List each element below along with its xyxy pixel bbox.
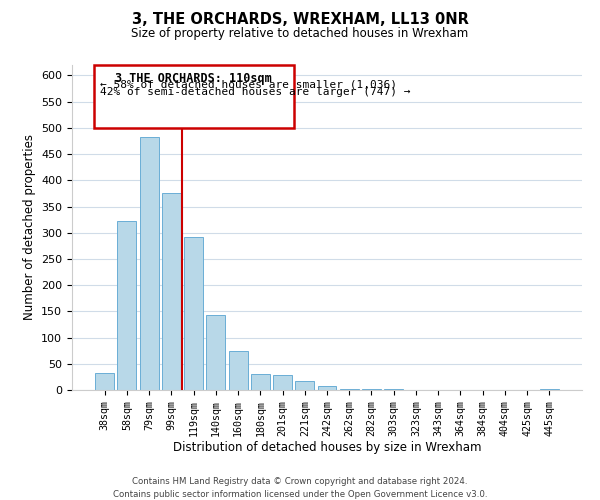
Bar <box>317 386 337 390</box>
Bar <box>251 374 270 390</box>
Bar <box>95 373 114 390</box>
Text: Contains public sector information licensed under the Open Government Licence v3: Contains public sector information licen… <box>113 490 487 499</box>
FancyBboxPatch shape <box>94 65 293 128</box>
Text: Size of property relative to detached houses in Wrexham: Size of property relative to detached ho… <box>131 28 469 40</box>
Bar <box>206 314 225 390</box>
Bar <box>184 238 203 390</box>
Bar <box>273 375 292 390</box>
Text: 42% of semi-detached houses are larger (747) →: 42% of semi-detached houses are larger (… <box>100 87 410 97</box>
Bar <box>540 389 559 390</box>
X-axis label: Distribution of detached houses by size in Wrexham: Distribution of detached houses by size … <box>173 442 481 454</box>
Bar <box>340 389 359 390</box>
Bar <box>140 137 158 390</box>
Bar <box>118 221 136 390</box>
Text: 3 THE ORCHARDS: 110sqm: 3 THE ORCHARDS: 110sqm <box>115 72 272 86</box>
Y-axis label: Number of detached properties: Number of detached properties <box>23 134 35 320</box>
Text: Contains HM Land Registry data © Crown copyright and database right 2024.: Contains HM Land Registry data © Crown c… <box>132 478 468 486</box>
Bar <box>229 350 248 390</box>
Text: ← 58% of detached houses are smaller (1,036): ← 58% of detached houses are smaller (1,… <box>100 80 397 90</box>
Bar <box>295 381 314 390</box>
Text: 3, THE ORCHARDS, WREXHAM, LL13 0NR: 3, THE ORCHARDS, WREXHAM, LL13 0NR <box>131 12 469 28</box>
Bar <box>162 194 181 390</box>
